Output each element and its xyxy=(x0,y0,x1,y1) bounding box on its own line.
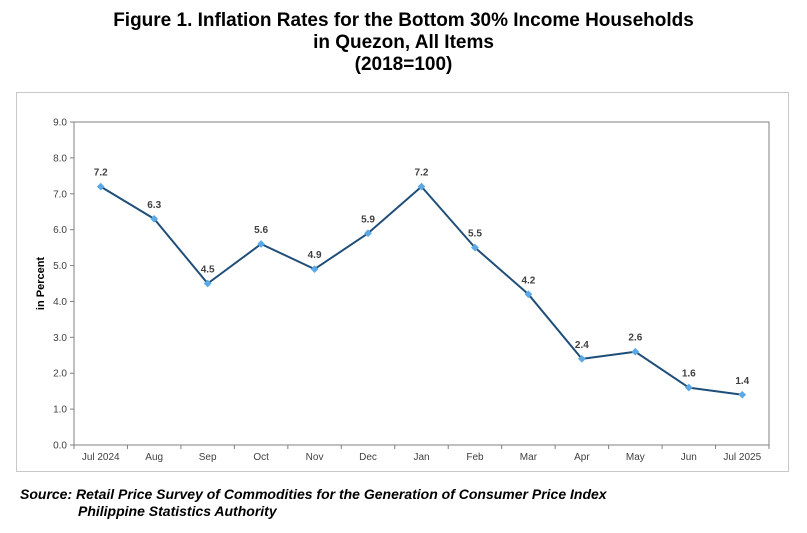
x-tick-label: Sep xyxy=(199,452,217,463)
y-tick-label: 0.0 xyxy=(53,441,67,452)
y-tick-label: 4.0 xyxy=(53,297,67,308)
data-label: 2.4 xyxy=(575,340,589,351)
x-tick-label: Jan xyxy=(413,452,429,463)
data-point-marker xyxy=(577,354,586,363)
x-tick-label: Aug xyxy=(145,452,163,463)
data-label: 4.5 xyxy=(201,265,215,276)
chart-area: 0.0 1.0 2.0 3.0 4.0 5.0 6.0 7.0 8.0 9.0 Jul 2024 Au… xyxy=(16,92,789,472)
x-tick-label: Jun xyxy=(681,452,697,463)
data-point-marker xyxy=(524,290,533,299)
x-tick-label: Jul 2024 xyxy=(82,452,120,463)
data-point-marker xyxy=(150,214,159,223)
data-label: 1.4 xyxy=(735,376,749,387)
data-label: 7.2 xyxy=(94,168,108,179)
data-label: 5.5 xyxy=(468,229,482,240)
series-line xyxy=(100,185,743,396)
y-tick-label: 2.0 xyxy=(53,369,67,380)
chart-title-line-3: (2018=100) xyxy=(354,54,453,75)
x-tick-label: May xyxy=(626,452,645,463)
y-tick-label: 7.0 xyxy=(53,189,67,200)
data-label: 1.6 xyxy=(682,369,696,380)
chart-title: Figure 1. Inflation Rates for the Bottom… xyxy=(0,10,807,76)
source-line-2: Philippine Statistics Authority xyxy=(78,503,277,519)
data-point-marker xyxy=(364,229,372,238)
data-point-marker xyxy=(417,182,426,191)
y-tick-label: 5.0 xyxy=(53,261,67,272)
data-label: 2.6 xyxy=(628,333,642,344)
x-tick-label: Mar xyxy=(520,452,538,463)
x-tick-label: Dec xyxy=(359,452,377,463)
data-point-marker xyxy=(471,243,479,252)
data-label: 7.2 xyxy=(415,168,429,179)
data-label: 4.9 xyxy=(308,250,322,261)
x-tick-label: Nov xyxy=(306,452,324,463)
x-tick-label: Apr xyxy=(574,452,590,463)
data-label: 4.2 xyxy=(521,275,535,286)
source-line-1: Source: Retail Price Survey of Commoditi… xyxy=(20,486,607,502)
data-point-marker xyxy=(257,240,266,248)
data-point-marker xyxy=(203,279,212,288)
data-point-marker xyxy=(738,390,747,399)
y-tick-label: 9.0 xyxy=(53,118,67,129)
y-tick-label: 3.0 xyxy=(53,333,67,344)
source-note: Source: Retail Price Survey of Commoditi… xyxy=(20,486,607,520)
data-point-marker xyxy=(684,383,693,392)
data-point-marker xyxy=(310,265,319,274)
y-tick-label: 8.0 xyxy=(53,153,67,164)
y-axis-title: in Percent xyxy=(35,257,47,311)
x-tick-label: Jul 2025 xyxy=(723,452,761,463)
y-tick-label: 1.0 xyxy=(53,405,67,416)
plot-area-border xyxy=(73,121,770,446)
y-tick-label: 6.0 xyxy=(53,225,67,236)
chart-title-line-2: in Quezon, All Items xyxy=(313,32,494,53)
data-point-marker xyxy=(96,182,105,191)
x-tick-label: Feb xyxy=(466,452,484,463)
line-chart: 0.0 1.0 2.0 3.0 4.0 5.0 6.0 7.0 8.0 9.0 Jul 2024 Au… xyxy=(35,118,770,463)
data-label: 5.6 xyxy=(254,225,268,236)
chart-title-line-1: Figure 1. Inflation Rates for the Bottom… xyxy=(113,10,694,31)
x-tick-label: Oct xyxy=(253,452,269,463)
data-point-marker xyxy=(631,347,640,356)
data-label: 5.9 xyxy=(361,214,375,225)
data-label: 6.3 xyxy=(147,200,161,211)
